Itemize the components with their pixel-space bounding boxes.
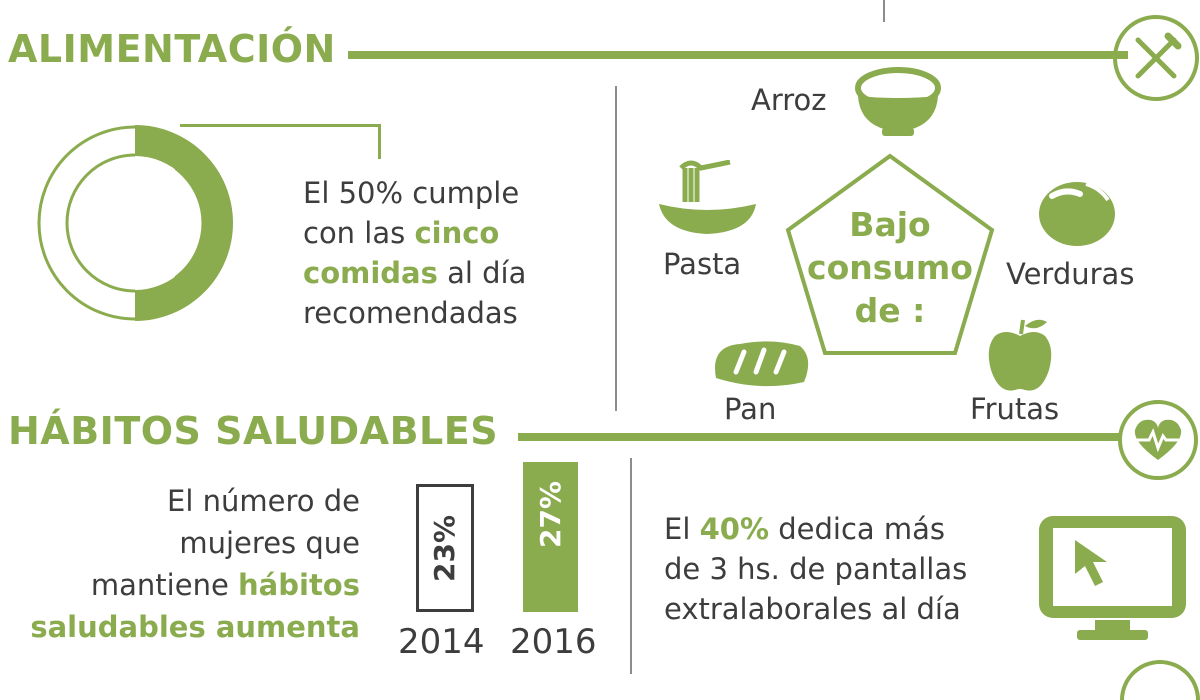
fork-knife-icon [1113, 15, 1199, 101]
rice-bowl-icon [855, 67, 941, 136]
pasta-icon [659, 160, 756, 234]
food-label-frutas: Frutas [970, 392, 1060, 426]
section-heading-alimentacion: ALIMENTACIÓN [8, 27, 336, 71]
top-divider [883, 0, 885, 22]
bar-2016: 27% [523, 462, 578, 612]
year-label-2014: 2014 [398, 622, 485, 662]
partial-icon-circle [1120, 660, 1200, 700]
donut-chart [37, 125, 233, 321]
heading-rule-habitos [518, 433, 1122, 441]
meals-text: El 50% cumple con las cinco comidas al d… [303, 173, 526, 333]
heading-rule-alimentacion [348, 51, 1128, 59]
meals-highlight-cinco: cinco [414, 216, 500, 250]
meals-line-4: recomendadas [303, 296, 518, 330]
habits-highlight: hábitos [238, 568, 360, 602]
screen-highlight: 40% [699, 512, 770, 546]
low-consumption-text: Bajo consumo de : [807, 205, 973, 330]
heart-pulse-icon [1118, 400, 1198, 480]
callout-line [180, 124, 381, 159]
vertical-divider-top [615, 86, 617, 411]
vertical-divider-bottom [630, 458, 632, 674]
food-label-arroz: Arroz [751, 83, 827, 117]
bar-label-2014: 23% [428, 514, 462, 582]
section-heading-habitos: HÁBITOS SALUDABLES [8, 409, 499, 453]
food-label-pasta: Pasta [663, 247, 742, 281]
meals-highlight-comidas: comidas [303, 256, 438, 290]
bar-label-2016: 27% [534, 480, 567, 548]
year-label-2016: 2016 [510, 622, 597, 662]
monitor-cursor-icon [1039, 516, 1186, 640]
food-label-verduras: Verduras [1006, 257, 1135, 291]
bread-icon [715, 341, 809, 387]
habits-text: El número de mujeres que mantiene hábito… [30, 484, 360, 644]
pentagon-shape [785, 153, 995, 355]
meals-line-1: El 50% cumple [303, 176, 520, 210]
food-label-pan: Pan [724, 392, 777, 426]
tomato-icon [1039, 182, 1115, 246]
bar-2014: 23% [416, 484, 474, 612]
screen-time-text: El 40% dedica más de 3 hs. de pantallas … [664, 512, 968, 626]
apple-icon [988, 319, 1052, 391]
